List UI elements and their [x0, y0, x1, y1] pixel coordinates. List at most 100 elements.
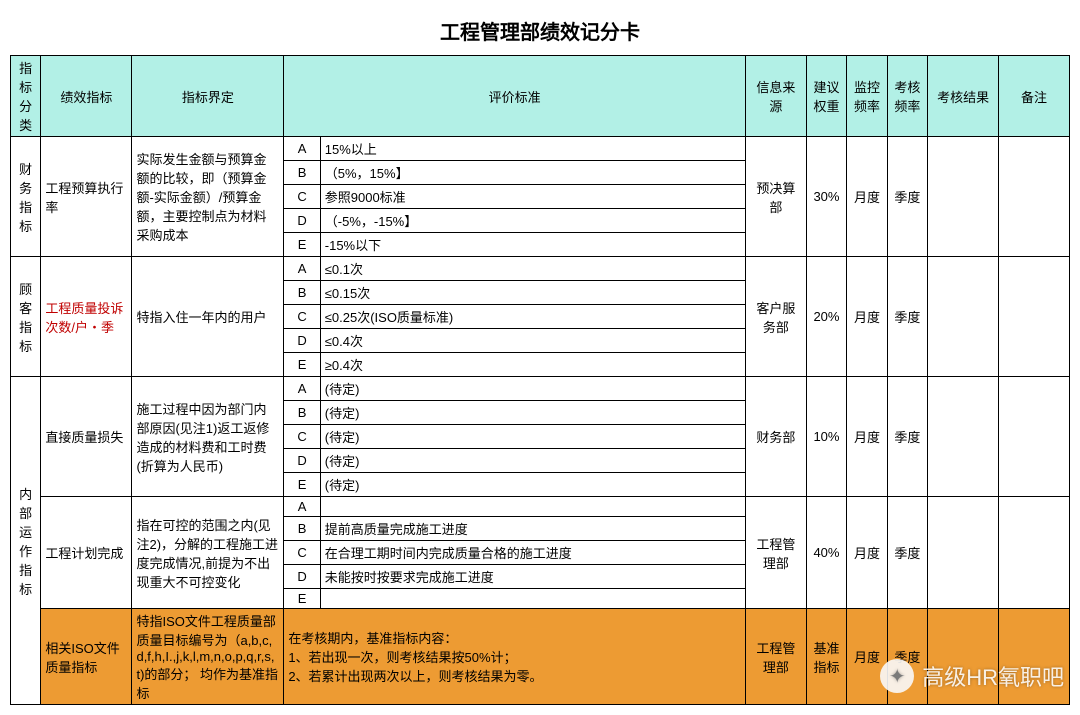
cell-src: 工程管理部: [745, 609, 806, 705]
cell-mon: 月度: [847, 497, 887, 609]
grade-letter: A: [284, 497, 320, 517]
cell-eval: 季度: [887, 609, 927, 705]
col-evalfreq: 考核频率: [887, 56, 927, 137]
grade-value: 15%以上: [320, 137, 745, 161]
grade-value: 未能按时按要求完成施工进度: [320, 565, 745, 589]
cell-note: [999, 137, 1070, 257]
grade-letter: A: [284, 377, 320, 401]
col-def: 指标界定: [132, 56, 284, 137]
grade-letter: E: [284, 473, 320, 497]
full-criteria: 在考核期内，基准指标内容： 1、若出现一次，则考核结果按50%计； 2、若累计出…: [284, 609, 746, 705]
cell-result: [928, 137, 999, 257]
grade-value: (待定): [320, 473, 745, 497]
cell-eval: 季度: [887, 257, 927, 377]
cell-src: 财务部: [745, 377, 806, 497]
table-row: 顾客指标工程质量投诉次数/户・季特指入住一年内的用户A≤0.1次客户服务部20%…: [11, 257, 1070, 281]
cell-note: [999, 609, 1070, 705]
grade-value: 在合理工期时间内完成质量合格的施工进度: [320, 541, 745, 565]
table-row: 财务指标工程预算执行率实际发生金额与预算金额的比较，即（预算金额-实际金额）/预…: [11, 137, 1070, 161]
metric-def: 特指ISO文件工程质量部质量目标编号为（a,b,c,d,f,h,I.,j,k,l…: [132, 609, 284, 705]
grade-value: （5%，15%】: [320, 161, 745, 185]
cell-eval: 季度: [887, 137, 927, 257]
cell-note: [999, 257, 1070, 377]
grade-value: [320, 497, 745, 517]
grade-letter: D: [284, 209, 320, 233]
table-row: 内部运作指标直接质量损失施工过程中因为部门内部原因(见注1)返工返修造成的材料费…: [11, 377, 1070, 401]
grade-letter: E: [284, 233, 320, 257]
cell-mon: 月度: [847, 377, 887, 497]
metric-def: 实际发生金额与预算金额的比较，即（预算金额-实际金额）/预算金额，主要控制点为材…: [132, 137, 284, 257]
grade-letter: A: [284, 137, 320, 161]
grade-value: (待定): [320, 377, 745, 401]
cell-weight: 10%: [806, 377, 846, 497]
col-std: 评价标准: [284, 56, 746, 137]
grade-value: 参照9000标准: [320, 185, 745, 209]
cell-weight: 30%: [806, 137, 846, 257]
col-cat: 指标分类: [11, 56, 41, 137]
grade-value: (待定): [320, 401, 745, 425]
grade-letter: B: [284, 281, 320, 305]
col-weight: 建议权重: [806, 56, 846, 137]
metric-def: 指在可控的范围之内(见注2)，分解的工程施工进度完成情况,前提为不出现重大不可控…: [132, 497, 284, 609]
col-src: 信息来源: [745, 56, 806, 137]
grade-letter: E: [284, 589, 320, 609]
cell-eval: 季度: [887, 497, 927, 609]
metric-def: 施工过程中因为部门内部原因(见注1)返工返修造成的材料费和工时费(折算为人民币): [132, 377, 284, 497]
grade-value: (待定): [320, 449, 745, 473]
grade-letter: D: [284, 449, 320, 473]
grade-value: ≤0.15次: [320, 281, 745, 305]
cell-eval: 季度: [887, 377, 927, 497]
grade-value: （-5%，-15%】: [320, 209, 745, 233]
cell-weight: 40%: [806, 497, 846, 609]
grade-value: (待定): [320, 425, 745, 449]
cell-result: [928, 497, 999, 609]
header-row: 指标分类 绩效指标 指标界定 评价标准 信息来源 建议权重 监控频率 考核频率 …: [11, 56, 1070, 137]
metric-name: 相关ISO文件质量指标: [41, 609, 132, 705]
cell-note: [999, 377, 1070, 497]
grade-value: ≥0.4次: [320, 353, 745, 377]
grade-letter: C: [284, 305, 320, 329]
cell-result: [928, 377, 999, 497]
cell-note: [999, 497, 1070, 609]
cell-mon: 月度: [847, 137, 887, 257]
cell-result: [928, 609, 999, 705]
grade-value: ≤0.25次(ISO质量标准): [320, 305, 745, 329]
metric-name: 工程预算执行率: [41, 137, 132, 257]
grade-letter: E: [284, 353, 320, 377]
grade-letter: B: [284, 161, 320, 185]
grade-value: ≤0.1次: [320, 257, 745, 281]
grade-letter: A: [284, 257, 320, 281]
cell-mon: 月度: [847, 609, 887, 705]
cell-src: 工程管理部: [745, 497, 806, 609]
scorecard-table: 指标分类 绩效指标 指标界定 评价标准 信息来源 建议权重 监控频率 考核频率 …: [10, 55, 1070, 705]
cell-weight: 基准指标: [806, 609, 846, 705]
cell-mon: 月度: [847, 257, 887, 377]
page-title: 工程管理部绩效记分卡: [10, 16, 1070, 45]
grade-letter: D: [284, 565, 320, 589]
grade-value: ≤0.4次: [320, 329, 745, 353]
metric-name: 工程计划完成: [41, 497, 132, 609]
category-cell: 顾客指标: [11, 257, 41, 377]
metric-name: 工程质量投诉次数/户・季: [41, 257, 132, 377]
grade-letter: C: [284, 541, 320, 565]
col-monfreq: 监控频率: [847, 56, 887, 137]
cell-weight: 20%: [806, 257, 846, 377]
table-row: 工程计划完成指在可控的范围之内(见注2)，分解的工程施工进度完成情况,前提为不出…: [11, 497, 1070, 517]
grade-letter: B: [284, 517, 320, 541]
grade-letter: C: [284, 425, 320, 449]
metric-def: 特指入住一年内的用户: [132, 257, 284, 377]
cell-result: [928, 257, 999, 377]
col-result: 考核结果: [928, 56, 999, 137]
category-cell: 财务指标: [11, 137, 41, 257]
grade-value: [320, 589, 745, 609]
metric-name: 直接质量损失: [41, 377, 132, 497]
table-row: 相关ISO文件质量指标特指ISO文件工程质量部质量目标编号为（a,b,c,d,f…: [11, 609, 1070, 705]
cell-src: 客户服务部: [745, 257, 806, 377]
grade-value: -15%以下: [320, 233, 745, 257]
cell-src: 预决算部: [745, 137, 806, 257]
col-note: 备注: [999, 56, 1070, 137]
grade-value: 提前高质量完成施工进度: [320, 517, 745, 541]
category-cell: 内部运作指标: [11, 377, 41, 705]
grade-letter: B: [284, 401, 320, 425]
grade-letter: C: [284, 185, 320, 209]
